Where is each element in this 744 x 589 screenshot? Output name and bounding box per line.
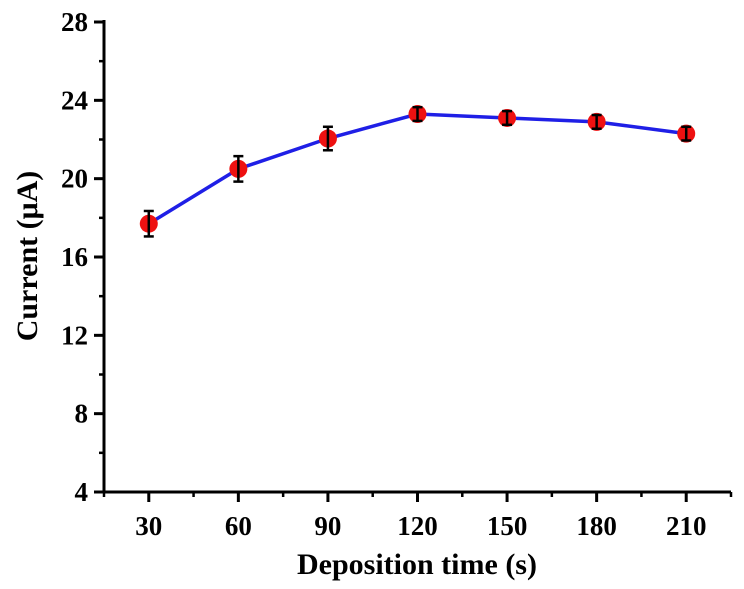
- x-axis-label: Deposition time (s): [297, 548, 537, 581]
- y-tick-label: 12: [61, 320, 88, 350]
- y-tick-label: 20: [61, 164, 88, 194]
- y-tick-label: 16: [61, 242, 88, 272]
- x-tick-label: 180: [576, 511, 617, 541]
- data-point: [498, 108, 517, 127]
- data-point: [318, 125, 337, 152]
- x-tick-label: 30: [135, 511, 162, 541]
- y-tick-label: 4: [75, 477, 89, 507]
- y-tick-label: 28: [61, 7, 88, 37]
- x-tick-label: 90: [314, 511, 341, 541]
- data-point: [229, 154, 248, 183]
- y-tick-label: 24: [61, 85, 88, 115]
- plot-area: 4 8 12 16 20 24 28 30 60 90 120 150 180 210: [61, 7, 733, 541]
- x-ticks: 30 60 90 120 150 180 210: [102, 492, 733, 541]
- x-tick-label: 150: [487, 511, 528, 541]
- y-ticks: 4 8 12 16 20 24 28: [61, 7, 104, 507]
- y-axis-label: Current (μA): [11, 171, 44, 342]
- x-tick-label: 120: [397, 511, 438, 541]
- x-tick-label: 60: [225, 511, 252, 541]
- data-markers: [139, 105, 696, 238]
- data-point: [677, 124, 696, 143]
- data-point: [139, 209, 158, 238]
- y-tick-label: 8: [75, 399, 89, 429]
- x-tick-label: 210: [666, 511, 707, 541]
- data-point: [587, 112, 606, 131]
- data-point: [408, 105, 427, 124]
